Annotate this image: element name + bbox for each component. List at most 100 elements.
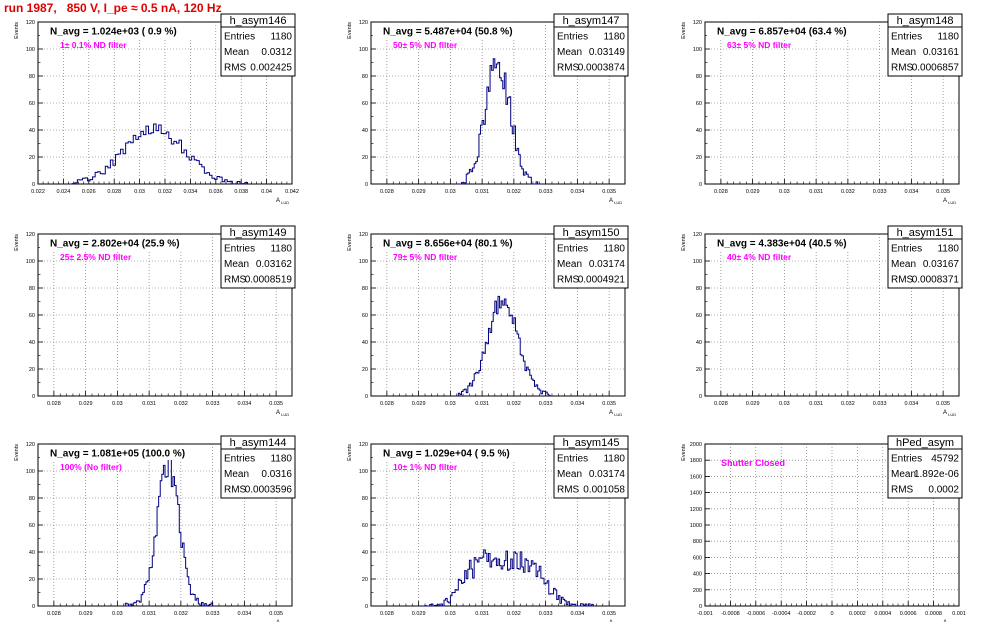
x-tick-label: 0.028 bbox=[714, 401, 728, 407]
x-tick-label: 0.036 bbox=[209, 189, 223, 195]
filter-note: 100% (No filter) bbox=[60, 462, 122, 472]
y-tick-label: 120 bbox=[693, 20, 702, 26]
x-tick-label: 0.03 bbox=[134, 189, 145, 195]
x-axis-title-subscript: LUD bbox=[613, 200, 622, 205]
stats-value: 1180 bbox=[603, 244, 625, 255]
stats-title: h_asym146 bbox=[230, 15, 287, 27]
navg-text: N_avg = 1.029e+04 ( 9.5 %) bbox=[383, 449, 510, 460]
y-tick-label: 80 bbox=[362, 74, 368, 80]
y-tick-label: 120 bbox=[359, 232, 368, 238]
x-tick-label: 0.032 bbox=[841, 401, 855, 407]
navg-text: N_avg = 2.802e+04 (25.9 %) bbox=[50, 239, 180, 250]
y-tick-label: 100 bbox=[693, 259, 702, 265]
x-tick-label: 0.042 bbox=[285, 189, 299, 195]
navg-text: N_avg = 8.656e+04 (80.1 %) bbox=[383, 239, 513, 250]
navg-background bbox=[373, 236, 533, 250]
y-tick-label: 1400 bbox=[690, 491, 702, 497]
x-tick-label: 0.03 bbox=[112, 401, 123, 407]
stats-value: 1180 bbox=[937, 244, 959, 255]
stats-label: Entries bbox=[557, 454, 588, 465]
y-tick-label: 60 bbox=[696, 101, 702, 107]
navg-background bbox=[40, 446, 200, 460]
x-tick-label: 0.033 bbox=[873, 189, 887, 195]
y-tick-label: 0 bbox=[365, 394, 368, 400]
stats-label: Mean bbox=[557, 469, 582, 480]
y-tick-label: 0 bbox=[699, 394, 702, 400]
y-tick-label: 0 bbox=[365, 182, 368, 188]
x-tick-label: 0.031 bbox=[142, 401, 156, 407]
x-tick-label: 0.031 bbox=[809, 401, 823, 407]
stats-value: 0.0002 bbox=[928, 485, 959, 496]
x-tick-label: 0.0008 bbox=[925, 611, 942, 617]
x-tick-label: 0.034 bbox=[237, 401, 251, 407]
stats-frame bbox=[553, 225, 629, 289]
y-tick-label: 40 bbox=[362, 128, 368, 134]
stats-value: 0.03174 bbox=[589, 469, 626, 480]
y-axis-title: Events bbox=[14, 22, 20, 39]
chart-panel-h_asym148: 0.028 0.029 0.03 0.031 0.032 0.033 0.034 0.035 0… bbox=[681, 13, 963, 205]
x-tick-label: 0.04 bbox=[261, 189, 272, 195]
stats-label: Entries bbox=[557, 32, 588, 43]
stats-frame bbox=[887, 13, 963, 77]
x-tick-label: 0.029 bbox=[746, 401, 760, 407]
x-tick-label: 0.024 bbox=[57, 189, 71, 195]
x-axis-title: A LUD bbox=[276, 410, 289, 417]
navg-background bbox=[373, 446, 533, 460]
y-tick-label: 60 bbox=[362, 313, 368, 319]
stats-title: h_asym149 bbox=[230, 227, 287, 239]
stats-value: 1180 bbox=[603, 454, 625, 465]
chart-panel-h_asym147: 0.028 0.029 0.03 0.031 0.032 0.033 0.034 0.035 0… bbox=[347, 13, 629, 205]
y-tick-label: 2000 bbox=[690, 442, 702, 448]
x-tick-label: 0.034 bbox=[237, 611, 251, 617]
y-tick-label: 0 bbox=[32, 182, 35, 188]
x-axis-title-subscript: LUD bbox=[280, 200, 289, 205]
y-tick-label: 0 bbox=[699, 604, 702, 610]
y-tick-label: 80 bbox=[29, 74, 35, 80]
y-tick-label: 100 bbox=[26, 469, 35, 475]
x-tick-label: 0.034 bbox=[570, 189, 584, 195]
x-tick-label: 0.028 bbox=[107, 189, 121, 195]
stats-frame bbox=[553, 435, 629, 499]
x-tick-label: 0.035 bbox=[269, 401, 283, 407]
filter-note: 10± 1% ND filter bbox=[393, 462, 458, 472]
y-tick-label: 1200 bbox=[690, 507, 702, 513]
y-tick-label: 60 bbox=[362, 523, 368, 529]
x-tick-label: -0.0004 bbox=[772, 611, 791, 617]
y-axis-title: Events bbox=[681, 22, 687, 39]
y-axis-title: Events bbox=[14, 444, 20, 461]
x-tick-label: 0.029 bbox=[412, 401, 426, 407]
stats-value: 0.03161 bbox=[923, 47, 960, 58]
x-tick-label: 0.031 bbox=[809, 189, 823, 195]
filter-note: Shutter Closed bbox=[721, 458, 785, 468]
x-tick-label: 0.035 bbox=[269, 611, 283, 617]
stats-title: h_asym145 bbox=[563, 437, 620, 449]
stats-label: RMS bbox=[224, 485, 247, 496]
y-axis-title: Events bbox=[347, 444, 353, 461]
page-title: run 1987, 850 V, I_pe ≈ 0.5 nA, 120 Hz bbox=[4, 1, 222, 15]
y-tick-label: 60 bbox=[29, 523, 35, 529]
x-tick-label: -0.0006 bbox=[746, 611, 765, 617]
x-tick-label: 0.0002 bbox=[849, 611, 866, 617]
stats-label: Mean bbox=[224, 259, 249, 270]
stats-value: 1180 bbox=[937, 32, 959, 43]
x-axis-title: A LUD bbox=[943, 410, 956, 417]
y-tick-label: 0 bbox=[699, 182, 702, 188]
stats-label: Mean bbox=[891, 47, 916, 58]
stats-box: h_asym149 Entries 1180 Mean 0.03162 RMS0.0008… bbox=[220, 225, 296, 289]
y-tick-label: 40 bbox=[696, 340, 702, 346]
y-tick-label: 20 bbox=[29, 577, 35, 583]
filter-note: 1± 0.1% ND filter bbox=[60, 40, 127, 50]
x-tick-label: -0.0002 bbox=[797, 611, 816, 617]
x-tick-label: 0.022 bbox=[31, 189, 45, 195]
x-tick-label: 0.035 bbox=[936, 401, 950, 407]
stats-label: Entries bbox=[224, 32, 255, 43]
stats-title: h_asym150 bbox=[563, 227, 620, 239]
y-tick-label: 40 bbox=[29, 340, 35, 346]
y-tick-label: 40 bbox=[29, 550, 35, 556]
stats-value: 0.0008519 bbox=[245, 275, 293, 286]
chart-panel-h_asym149: 0.028 0.029 0.03 0.031 0.032 0.033 0.034 0.035 0… bbox=[14, 225, 296, 417]
y-tick-label: 0 bbox=[32, 394, 35, 400]
x-tick-label: 0.03 bbox=[445, 401, 456, 407]
x-tick-label: 0.0006 bbox=[900, 611, 917, 617]
